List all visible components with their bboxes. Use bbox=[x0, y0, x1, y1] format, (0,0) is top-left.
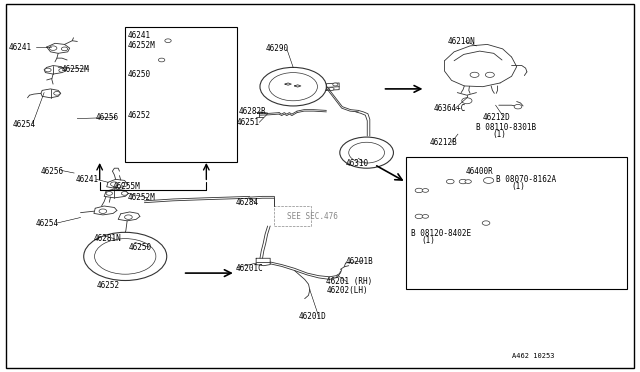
Text: (1): (1) bbox=[421, 236, 435, 246]
Text: 46310: 46310 bbox=[346, 159, 369, 168]
Circle shape bbox=[485, 72, 494, 77]
Circle shape bbox=[84, 232, 167, 280]
Text: 46255M: 46255M bbox=[113, 182, 140, 190]
Text: 46241: 46241 bbox=[76, 175, 99, 184]
Text: 46252: 46252 bbox=[127, 111, 150, 120]
Text: 46252: 46252 bbox=[97, 281, 120, 290]
Circle shape bbox=[269, 73, 317, 101]
Circle shape bbox=[122, 183, 128, 186]
Circle shape bbox=[125, 215, 132, 219]
Text: 46250: 46250 bbox=[127, 70, 150, 79]
Circle shape bbox=[59, 68, 65, 72]
Circle shape bbox=[106, 192, 113, 195]
Circle shape bbox=[122, 192, 128, 195]
Circle shape bbox=[111, 182, 118, 186]
Text: 46201 (RH): 46201 (RH) bbox=[326, 277, 372, 286]
Circle shape bbox=[159, 58, 165, 62]
Circle shape bbox=[462, 98, 472, 104]
Circle shape bbox=[260, 67, 326, 106]
Text: B 08120-8402E: B 08120-8402E bbox=[411, 229, 471, 238]
Text: 46400R: 46400R bbox=[466, 167, 493, 176]
Circle shape bbox=[329, 87, 334, 90]
Circle shape bbox=[61, 47, 68, 51]
Bar bbox=[125, 27, 237, 162]
Text: A462 10253: A462 10253 bbox=[511, 353, 554, 359]
Text: 46281N: 46281N bbox=[93, 234, 121, 243]
Bar bbox=[274, 206, 311, 226]
Text: 46252M: 46252M bbox=[127, 41, 155, 51]
Text: 46210N: 46210N bbox=[448, 37, 476, 46]
Text: 46252M: 46252M bbox=[61, 65, 89, 74]
Circle shape bbox=[99, 209, 107, 214]
Text: 46250: 46250 bbox=[129, 243, 152, 251]
Text: 46290: 46290 bbox=[266, 44, 289, 53]
Text: 46256: 46256 bbox=[41, 167, 64, 176]
Circle shape bbox=[165, 39, 172, 42]
Text: B 08070-8162A: B 08070-8162A bbox=[495, 175, 556, 184]
Circle shape bbox=[333, 83, 338, 86]
Text: 46251: 46251 bbox=[237, 118, 260, 127]
Circle shape bbox=[54, 92, 60, 95]
Circle shape bbox=[95, 238, 156, 274]
Circle shape bbox=[470, 72, 479, 77]
Circle shape bbox=[45, 68, 51, 72]
Text: 46364+C: 46364+C bbox=[434, 104, 466, 113]
Circle shape bbox=[460, 179, 467, 184]
Circle shape bbox=[340, 137, 394, 168]
Text: 46282R: 46282R bbox=[238, 108, 266, 116]
Text: 46256: 46256 bbox=[95, 113, 118, 122]
Text: 46201B: 46201B bbox=[346, 257, 373, 266]
Text: 46241: 46241 bbox=[9, 42, 32, 51]
Text: 46254: 46254 bbox=[36, 219, 59, 228]
Circle shape bbox=[514, 105, 522, 109]
Circle shape bbox=[422, 215, 429, 218]
Text: 46202(LH): 46202(LH) bbox=[326, 286, 368, 295]
Bar bbox=[406, 157, 627, 289]
Circle shape bbox=[349, 142, 385, 163]
Text: 46212D: 46212D bbox=[483, 113, 511, 122]
Text: 46252M: 46252M bbox=[127, 193, 155, 202]
Text: 46212B: 46212B bbox=[430, 138, 458, 147]
Circle shape bbox=[415, 188, 423, 193]
Circle shape bbox=[49, 46, 57, 50]
Text: 46241: 46241 bbox=[127, 31, 150, 41]
Circle shape bbox=[415, 214, 423, 219]
Text: 46201C: 46201C bbox=[236, 264, 264, 273]
Circle shape bbox=[422, 189, 429, 192]
Text: B 08110-8301B: B 08110-8301B bbox=[476, 123, 536, 132]
Circle shape bbox=[447, 179, 454, 184]
Circle shape bbox=[465, 180, 471, 183]
Text: 46201D: 46201D bbox=[298, 312, 326, 321]
Text: SEE SEC.476: SEE SEC.476 bbox=[287, 212, 338, 221]
Text: (1): (1) bbox=[492, 130, 506, 140]
Circle shape bbox=[482, 221, 490, 225]
Circle shape bbox=[483, 177, 493, 183]
Text: 46284: 46284 bbox=[236, 198, 259, 207]
Text: (1): (1) bbox=[511, 182, 525, 191]
Text: 46254: 46254 bbox=[12, 121, 35, 129]
